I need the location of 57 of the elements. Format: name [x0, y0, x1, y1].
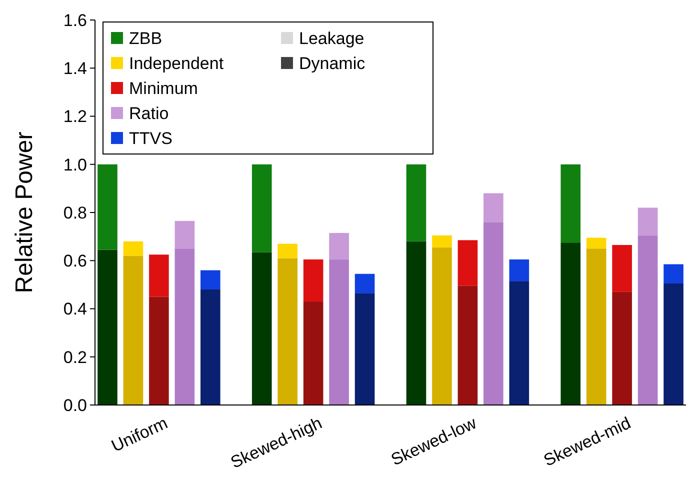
bar: [278, 258, 298, 405]
bar: [638, 235, 658, 405]
bar: [174, 220, 195, 249]
bar: [458, 286, 478, 405]
bar: [612, 292, 632, 405]
bar: [432, 235, 452, 248]
bar: [406, 164, 426, 242]
bar: [560, 242, 581, 405]
bar: [509, 281, 530, 405]
bar: [252, 252, 272, 405]
legend-label: ZBB: [129, 28, 162, 48]
bar: [200, 270, 220, 290]
bar: [123, 241, 144, 256]
y-tick-label: 1.6: [63, 10, 87, 30]
bar: [509, 259, 530, 282]
bar: [303, 302, 324, 405]
legend-label: Ratio: [129, 104, 169, 123]
bar: [354, 293, 375, 405]
bar: [484, 193, 504, 222]
bar: [174, 248, 195, 405]
legend-label: Leakage: [299, 28, 364, 48]
legend-label: Independent: [129, 54, 224, 73]
y-tick-label: 0.0: [63, 396, 87, 415]
bar: [406, 241, 426, 405]
bar: [560, 164, 581, 243]
bar: [638, 208, 658, 236]
bar: [458, 240, 478, 286]
bar: [200, 290, 220, 405]
y-tick-label: 0.4: [63, 300, 87, 319]
y-tick-label: 1.0: [63, 155, 87, 174]
y-tick-label: 1.4: [63, 59, 87, 78]
y-axis-title: Relative Power: [11, 132, 38, 294]
bar: [278, 244, 298, 258]
bar: [664, 283, 684, 405]
bar: [98, 250, 118, 405]
bar: [329, 232, 349, 260]
legend-label: Minimum: [129, 78, 198, 98]
y-tick-label: 0.8: [63, 203, 87, 222]
bar: [98, 164, 118, 250]
bar: [484, 222, 504, 405]
bar: [586, 248, 606, 405]
bar: [149, 296, 169, 405]
bar: [329, 259, 349, 405]
bar: [303, 259, 324, 302]
y-tick-label: 0.2: [63, 348, 87, 367]
bar: [149, 254, 169, 297]
legend-label: Dynamic: [299, 54, 366, 73]
bar: [612, 244, 632, 292]
bar: [354, 274, 375, 294]
bar: [664, 264, 684, 284]
y-tick-label: 1.2: [63, 107, 87, 126]
bar: [586, 238, 606, 249]
bar: [432, 247, 452, 405]
bar: [123, 256, 144, 405]
bar: [252, 164, 272, 252]
y-tick-label: 0.6: [63, 252, 87, 271]
legend-label: TTVS: [129, 128, 172, 148]
